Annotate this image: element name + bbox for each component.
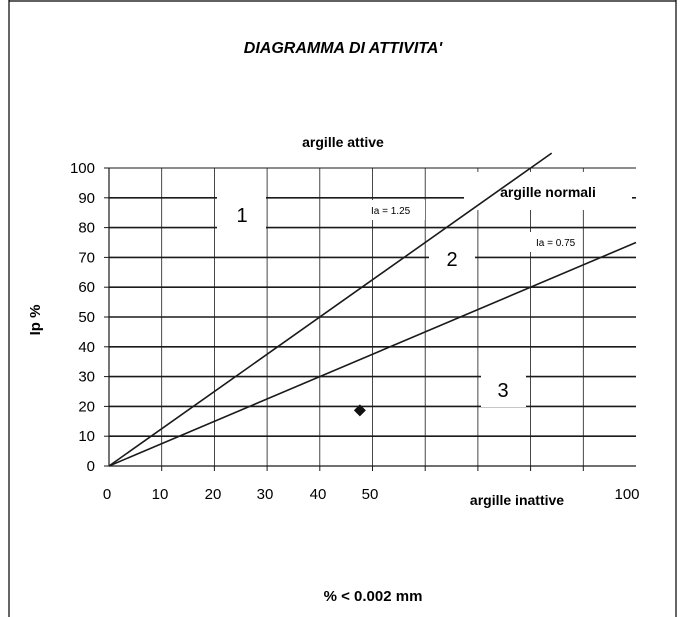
mask-normali xyxy=(464,172,632,210)
y-tick-label-20: 20 xyxy=(78,398,95,415)
y-tick-labels: 0 10 20 30 40 50 60 70 80 90 100 xyxy=(70,160,95,475)
x-tick-label-40: 40 xyxy=(310,486,327,503)
mask-region-3 xyxy=(481,375,526,407)
y-tick-label-50: 50 xyxy=(78,309,95,326)
horizontal-gridlines xyxy=(109,167,636,438)
y-tick-label-90: 90 xyxy=(78,190,95,207)
y-tick-label-70: 70 xyxy=(78,249,95,266)
y-axis-label: Ip % xyxy=(27,305,44,336)
mask-region-1 xyxy=(217,195,266,230)
axes xyxy=(104,167,636,471)
y-tick-label-60: 60 xyxy=(78,279,95,296)
mask-ia-125 xyxy=(365,200,425,220)
zone-label-normali: argille normali xyxy=(500,184,596,200)
chart-title: DIAGRAMMA DI ATTIVITA' xyxy=(244,40,444,57)
x-tick-label-10: 10 xyxy=(152,486,169,503)
region-number-1: 1 xyxy=(236,205,247,227)
zone-label-inattive: argille inattive xyxy=(470,492,564,508)
data-point-1 xyxy=(353,404,366,417)
x-tick-label-30: 30 xyxy=(257,486,274,503)
y-tick-label-30: 30 xyxy=(78,369,95,386)
series-line-2 xyxy=(108,241,637,467)
mask-ia-075 xyxy=(530,232,582,252)
zone-label-attive: argille attive xyxy=(302,134,384,150)
y-tick-label-40: 40 xyxy=(78,339,95,356)
mask-region-2 xyxy=(429,247,475,277)
data-points xyxy=(353,404,366,417)
x-tick-label-0: 0 xyxy=(103,486,111,503)
y-tick-label-0: 0 xyxy=(87,458,95,475)
label-masks xyxy=(217,172,632,518)
x-tick-label-50: 50 xyxy=(362,486,379,503)
y-tick-label-100: 100 xyxy=(70,160,95,177)
region-number-2: 2 xyxy=(446,249,457,271)
x-tick-label-20: 20 xyxy=(205,486,222,503)
x-axis-label: % < 0.002 mm xyxy=(324,588,423,605)
series-label-ia-0-75: Ia = 0.75 xyxy=(536,238,576,249)
series-label-ia-1-25: Ia = 1.25 xyxy=(371,206,411,217)
x-tick-labels: 0 10 20 30 40 50 100 xyxy=(103,486,640,503)
y-tick-label-10: 10 xyxy=(78,428,95,445)
series-lines xyxy=(108,152,637,467)
mask-inattive xyxy=(437,468,613,518)
x-tick-label-100: 100 xyxy=(614,486,639,503)
series-line-1 xyxy=(108,152,553,467)
region-number-3: 3 xyxy=(497,380,508,402)
y-tick-label-80: 80 xyxy=(78,220,95,237)
